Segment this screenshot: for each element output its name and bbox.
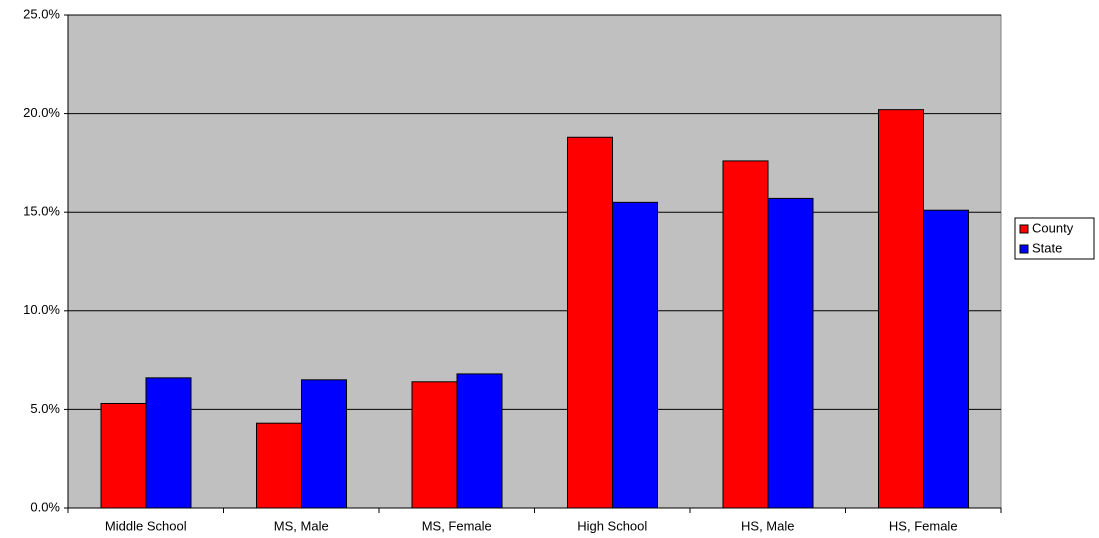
- legend-swatch: [1019, 244, 1029, 254]
- x-tick-label: MS, Female: [422, 518, 492, 533]
- bar: [256, 422, 302, 509]
- x-tick-label: Middle School: [105, 518, 187, 533]
- y-tick-label: 0.0%: [30, 499, 60, 514]
- y-tick-label: 15.0%: [23, 204, 60, 219]
- x-tick-label: HS, Male: [741, 518, 794, 533]
- legend-label: State: [1032, 240, 1062, 255]
- y-tick-label: 20.0%: [23, 105, 60, 120]
- bar: [100, 402, 147, 509]
- bar: [722, 160, 769, 509]
- bar: [612, 201, 658, 509]
- bar: [567, 136, 613, 509]
- y-tick-label: 5.0%: [30, 401, 60, 416]
- y-tick-label: 10.0%: [23, 302, 60, 317]
- legend-label: County: [1032, 220, 1074, 235]
- plot-area: [67, 14, 1002, 509]
- x-tick-label: HS, Female: [889, 518, 958, 533]
- x-tick-label: MS, Male: [274, 518, 329, 533]
- x-tick-label: High School: [577, 518, 647, 533]
- bar: [411, 381, 458, 509]
- bar: [923, 209, 969, 509]
- bar: [878, 109, 924, 509]
- bar: [456, 373, 503, 509]
- bar: [301, 379, 347, 509]
- bar: [145, 377, 192, 509]
- bar: [767, 197, 814, 509]
- legend-swatch: [1019, 224, 1029, 234]
- y-tick-label: 25.0%: [23, 6, 60, 21]
